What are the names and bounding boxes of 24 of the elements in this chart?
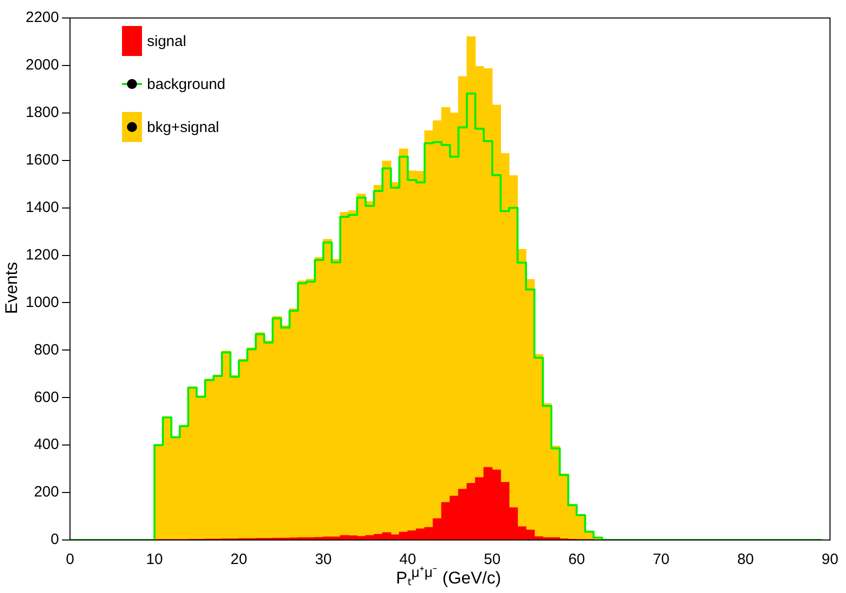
x-tick-label: 0 bbox=[66, 551, 74, 568]
x-tick-label: 30 bbox=[314, 551, 332, 568]
x-tick-label: 80 bbox=[737, 551, 754, 568]
y-tick-label: 0 bbox=[50, 531, 59, 548]
y-tick-label: 2200 bbox=[26, 9, 59, 26]
legend-label: background bbox=[147, 76, 226, 92]
x-tick-label: 10 bbox=[146, 551, 163, 568]
y-tick-label: 800 bbox=[34, 341, 59, 358]
y-tick-label: 600 bbox=[34, 388, 59, 406]
y-tick-label: 1400 bbox=[26, 198, 59, 216]
legend-label: signal bbox=[147, 32, 186, 50]
x-tick-label: 70 bbox=[652, 551, 670, 568]
x-tick-label: 90 bbox=[822, 551, 838, 568]
y-tick-label: 200 bbox=[34, 484, 59, 501]
legend-label: bkg+signal bbox=[147, 118, 220, 136]
x-tick-label: 20 bbox=[230, 551, 248, 568]
y-tick-label: 2000 bbox=[26, 56, 59, 74]
y-tick-label: 1800 bbox=[26, 104, 59, 122]
y-tick-label: 1200 bbox=[26, 246, 59, 264]
y-tick-label: 400 bbox=[34, 436, 59, 454]
y-axis-title: Events bbox=[2, 262, 22, 314]
y-tick-label: 1000 bbox=[26, 294, 59, 311]
x-tick-label: 60 bbox=[568, 551, 586, 568]
y-tick-label: 1600 bbox=[26, 152, 59, 169]
